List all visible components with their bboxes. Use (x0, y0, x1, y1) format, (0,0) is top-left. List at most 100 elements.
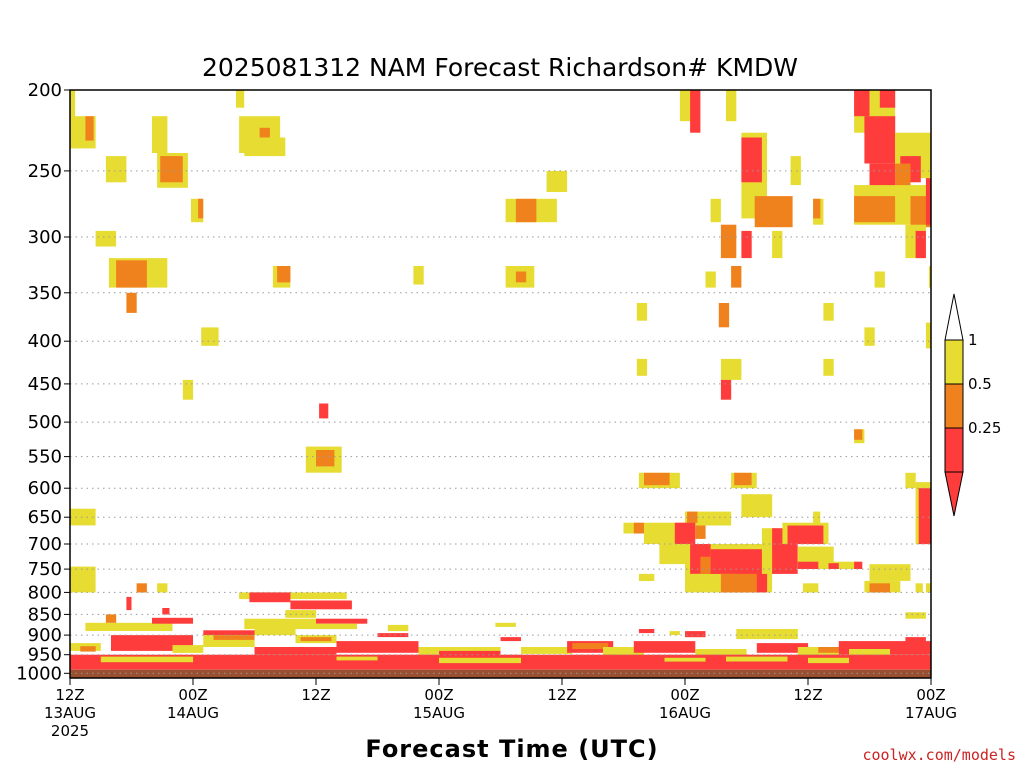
heatmap-cell (377, 633, 409, 638)
heatmap-cell (413, 266, 424, 285)
heatmap-cell (720, 358, 742, 380)
heatmap-cell (718, 303, 730, 328)
heatmap-cell (864, 116, 896, 164)
x-tick-label: 00Z (670, 686, 699, 704)
heatmap-cell (674, 522, 696, 544)
y-tick-label: 500 (28, 412, 62, 433)
heatmap-cell (572, 643, 609, 649)
heatmap-cell (546, 170, 568, 192)
x-tick-label: 00Z (916, 686, 945, 704)
heatmap-cell (879, 90, 896, 108)
heatmap-cell (100, 656, 194, 663)
y-tick-label: 300 (28, 227, 62, 248)
heatmap-cell (854, 429, 863, 440)
heatmap-cell (85, 622, 173, 631)
heatmap-cell (828, 563, 839, 569)
heatmap-cell (136, 583, 147, 593)
heatmap-cell (316, 618, 368, 624)
x-tick-label: 00Z (424, 686, 453, 704)
heatmap-cell (636, 303, 648, 321)
heatmap-cell (70, 566, 96, 593)
heatmap-cell (244, 618, 317, 630)
y-tick-label: 200 (28, 80, 62, 101)
heatmap-cell (254, 647, 337, 655)
heatmap-cell (925, 178, 931, 225)
heatmap-cell (726, 656, 788, 662)
heatmap-cell (690, 90, 701, 133)
heatmap-cell (249, 592, 291, 603)
x-tick-label: 00Z (178, 686, 207, 704)
heatmap-cell (336, 656, 378, 661)
heatmap-cell (387, 624, 409, 632)
heatmap-cell (787, 525, 824, 545)
y-tick-label: 700 (28, 534, 62, 555)
heatmap-cell (623, 522, 639, 534)
y-tick-label: 900 (28, 625, 62, 646)
heatmap-cell (290, 600, 352, 610)
heatmap-cell (720, 573, 757, 593)
ground-band (70, 669, 931, 678)
heatmap-cell (300, 637, 332, 642)
heatmap-cell (720, 224, 737, 259)
x-axis-label: Forecast Time (UTC) (365, 735, 658, 763)
heatmap-cell (203, 635, 255, 647)
heatmap-cell (905, 637, 926, 644)
legend-label: 1 (968, 331, 978, 349)
credit-text: coolwx.com/models (862, 746, 1016, 764)
y-tick-label: 750 (28, 559, 62, 580)
heatmap-cell (316, 450, 335, 467)
heatmap-cell (638, 573, 655, 581)
heatmap-cell (160, 156, 183, 183)
heatmap-cell (162, 608, 170, 615)
legend-swatch (944, 427, 964, 473)
heatmap-cell (633, 641, 696, 653)
heatmap-cell (418, 647, 501, 655)
heatmap-cells (70, 90, 932, 670)
legend-arrow-bottom (944, 471, 964, 517)
x-tick-label: 14AUG (167, 704, 219, 722)
heatmap-cell (813, 198, 821, 219)
heatmap-cell (636, 358, 648, 376)
y-tick-label: 1000 (16, 663, 62, 684)
heatmap-cell (152, 617, 193, 624)
heatmap-cell (797, 561, 819, 569)
heatmap-cell (95, 230, 117, 247)
heatmap-cell (669, 631, 680, 636)
heatmap-cell (638, 629, 655, 634)
heatmap-cell (925, 583, 931, 593)
heatmap-cell (603, 647, 644, 657)
heatmap-cell (172, 645, 204, 653)
heatmap-cell (741, 494, 773, 518)
heatmap-cell (157, 583, 168, 593)
heatmap-cell (734, 472, 752, 486)
heatmap-cell (731, 266, 742, 288)
heatmap-cell (705, 271, 716, 288)
x-tick-label: 13AUG (44, 704, 96, 722)
chart-title: 2025081312 NAM Forecast Richardson# KMDW (202, 53, 798, 82)
heatmap-cell (849, 649, 890, 657)
x-tick-label: 2025 (51, 722, 89, 740)
y-tick-label: 450 (28, 374, 62, 395)
heatmap-cell (105, 614, 117, 623)
legend-label: 0.25 (968, 419, 1001, 437)
heatmap-cell (695, 649, 747, 657)
heatmap-cell (659, 544, 691, 565)
heatmap-cell (869, 163, 896, 188)
heatmap-cell (319, 403, 329, 419)
heatmap-cell (515, 198, 537, 223)
heatmap-cell (741, 230, 752, 259)
heatmap-cell (736, 629, 798, 640)
heatmap-cell (521, 647, 573, 654)
heatmap-cell (105, 156, 127, 183)
heatmap-cell (495, 622, 516, 627)
heatmap-cell (316, 623, 357, 630)
heatmap-cell (823, 303, 834, 321)
heatmap-cell (741, 137, 762, 183)
heatmap-cell (710, 198, 721, 223)
heatmap-cell (929, 266, 931, 288)
x-tick-label: 16AUG (659, 704, 711, 722)
heatmap-cell (285, 610, 317, 618)
heatmap-cell (152, 116, 168, 153)
